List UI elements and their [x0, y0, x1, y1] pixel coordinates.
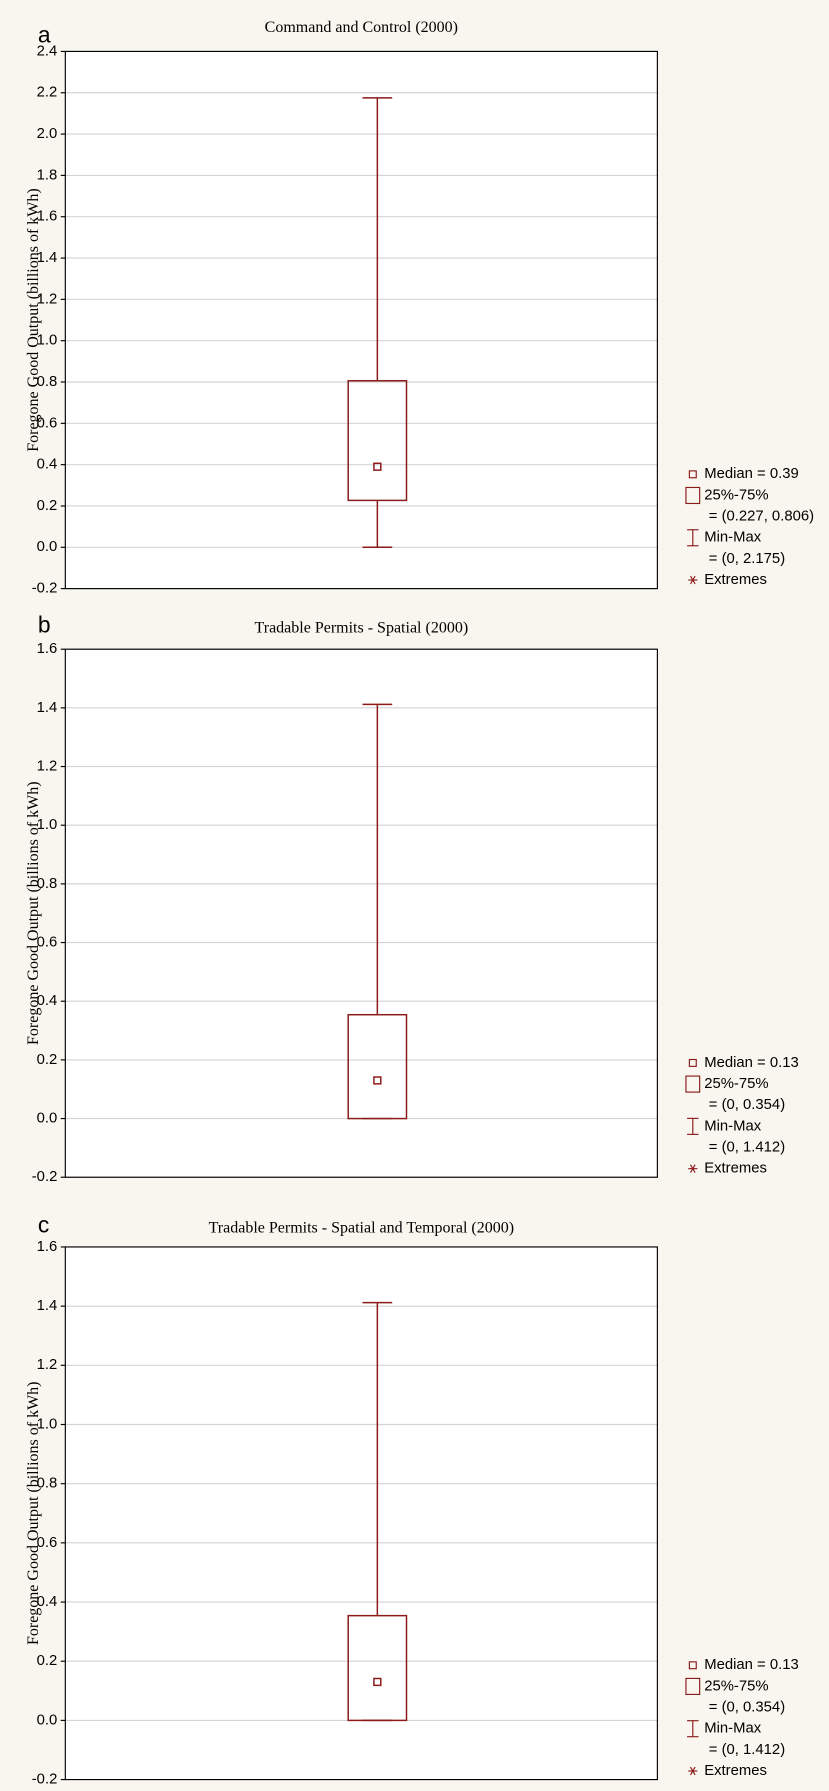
panel: -0.2 0.0 0.2 0.4 0.6 0.8 1.0 1.2 1.4 1.6 1.8 2.0 2.2… — [25, 19, 814, 596]
legend-median-symbol — [688, 1661, 697, 1670]
median-marker — [373, 462, 382, 471]
y-tick-label: 1.4 — [37, 250, 58, 266]
y-tick-label: 2.2 — [37, 85, 58, 101]
y-tick-label: 0.0 — [37, 539, 58, 555]
legend-extreme-symbol — [690, 1766, 696, 1776]
legend-entry: = (0.227, 0.806) — [709, 509, 814, 525]
y-axis-label: Foregone Good Output (billions of kWh) — [25, 781, 42, 1045]
legend-entry: Extremes — [704, 572, 767, 588]
y-tick-label: 0.2 — [37, 498, 58, 514]
panel: -0.2 0.0 0.2 0.4 0.6 0.8 1.0 1.2 1.4 1.6 c Tradable… — [25, 1211, 799, 1787]
y-tick-label: 0.6 — [37, 415, 58, 431]
legend-entry: = (0, 2.175) — [709, 551, 785, 567]
y-tick-label: -0.2 — [32, 1771, 58, 1787]
legend-entry: 25%-75% — [704, 487, 768, 503]
y-tick-label: 1.8 — [37, 167, 58, 183]
y-tick-label: 0.6 — [37, 1535, 58, 1551]
chart-title: Command and Control (2000) — [265, 19, 458, 36]
y-tick-label: 0.0 — [37, 1712, 58, 1728]
panel-label: a — [38, 22, 51, 48]
y-tick-label: 1.0 — [37, 1416, 58, 1432]
legend-entry: = (0, 1.412) — [709, 1139, 785, 1155]
y-axis-label: Foregone Good Output (billions of kWh) — [25, 1381, 42, 1645]
y-tick-label: 0.4 — [37, 457, 58, 473]
legend-box-symbol — [685, 1075, 701, 1093]
legend-median-symbol — [688, 1058, 697, 1067]
plot-area — [65, 1246, 658, 1780]
legend-entry: = (0, 1.412) — [709, 1742, 785, 1758]
panel-label: c — [38, 1211, 49, 1237]
legend-entry: Min-Max — [704, 530, 761, 546]
y-tick-label: 2.4 — [37, 43, 58, 59]
legend-entry: = (0, 0.354) — [709, 1097, 785, 1113]
legend-entry: Median = 0.13 — [704, 1055, 799, 1071]
y-tick-label: 0.0 — [37, 1110, 58, 1126]
y-tick-label: 0.6 — [37, 934, 58, 950]
median-marker — [373, 1677, 382, 1687]
panel-label: b — [38, 611, 51, 637]
y-tick-label: 0.2 — [37, 1653, 58, 1669]
y-tick-label: 1.6 — [37, 641, 58, 657]
y-tick-label: 0.4 — [37, 993, 58, 1009]
y-tick-label: 0.8 — [37, 876, 58, 892]
legend-box-symbol — [685, 486, 701, 505]
chart-title: Tradable Permits - Spatial and Temporal … — [209, 1219, 515, 1236]
legend-entry: Median = 0.39 — [704, 466, 799, 482]
y-tick-label: 1.2 — [37, 291, 58, 307]
legend-box-symbol — [685, 1677, 701, 1695]
y-tick-label: 1.2 — [37, 758, 58, 774]
y-tick-label: 0.4 — [37, 1594, 58, 1610]
y-tick-label: 0.8 — [37, 1476, 58, 1492]
y-tick-label: 0.8 — [37, 374, 58, 390]
y-tick-label: 1.4 — [37, 1298, 58, 1314]
y-axis-label: Foregone Good Output (billions of kWh) — [25, 188, 42, 452]
legend-entry: Min-Max — [704, 1721, 761, 1737]
y-tick-label: -0.2 — [32, 1169, 58, 1185]
y-tick-label: 1.0 — [37, 333, 58, 349]
y-tick-label: 2.0 — [37, 126, 58, 142]
legend-entry: 25%-75% — [704, 1678, 768, 1694]
chart-title: Tradable Permits - Spatial (2000) — [255, 619, 469, 636]
plot-frame — [64, 50, 658, 590]
median-marker — [373, 1076, 382, 1085]
box — [347, 1614, 408, 1722]
y-tick-label: 0.2 — [37, 1052, 58, 1068]
legend-entry: 25%-75% — [704, 1076, 768, 1092]
legend-entry: Extremes — [704, 1161, 767, 1177]
panel: -0.2 0.0 0.2 0.4 0.6 0.8 1.0 1.2 1.4 1.6 b Tradable… — [25, 611, 799, 1185]
y-tick-label: -0.2 — [32, 581, 58, 597]
legend-median-symbol — [688, 470, 697, 479]
legend-entry: Extremes — [704, 1763, 767, 1779]
legend-extreme-symbol — [690, 575, 696, 585]
y-tick-label: 1.4 — [37, 700, 58, 716]
y-tick-label: 1.0 — [37, 817, 58, 833]
legend-extreme-symbol — [690, 1164, 696, 1173]
box — [347, 1013, 408, 1120]
plot-area — [65, 51, 658, 589]
plot-frame — [64, 1246, 658, 1781]
legend-entry: Median = 0.13 — [704, 1657, 799, 1673]
plot-area — [65, 649, 658, 1178]
legend-entry: Min-Max — [704, 1118, 761, 1134]
box — [347, 380, 408, 502]
y-tick-label: 1.6 — [37, 209, 58, 225]
y-tick-label: 1.6 — [37, 1239, 58, 1255]
legend-entry: = (0, 0.354) — [709, 1699, 785, 1715]
plot-frame — [64, 648, 658, 1178]
y-tick-label: 1.2 — [37, 1357, 58, 1373]
